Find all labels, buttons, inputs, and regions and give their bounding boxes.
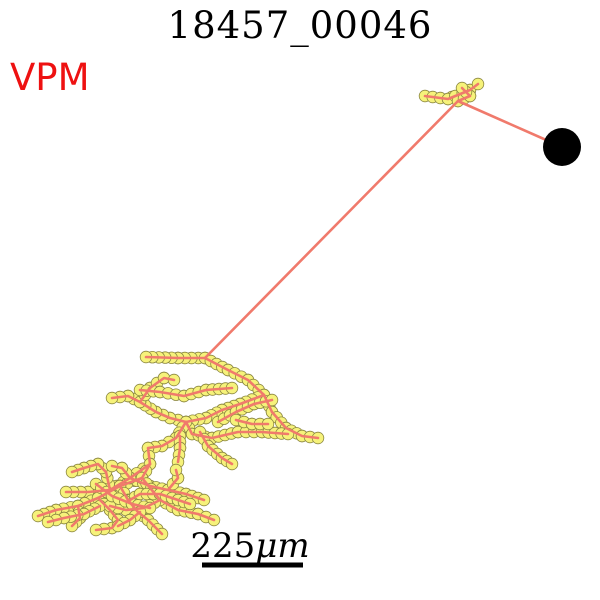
axon-branch [234,418,270,426]
axon-branch [144,355,207,360]
axon-branch [270,410,320,440]
axon-branch [198,430,234,466]
axon-branch [46,504,102,524]
axon-branch [116,510,142,528]
soma-marker [543,128,581,166]
axon-branch [176,434,182,464]
scale-bar-unit: μm [255,526,310,566]
axon-branch [184,393,266,424]
axon-branch [140,476,216,522]
axon-branch [203,99,564,360]
axon-branch [216,398,274,424]
axon-branch [166,468,180,492]
axon-branch [138,386,234,398]
figure-title: 18457_00046 [167,4,433,47]
axon-nodes [31,77,485,541]
axon-branch [108,498,162,512]
axon-branch [423,82,480,101]
axon-skeleton [36,82,564,536]
axon-branch [128,492,192,506]
scale-bar-value: 225 [190,526,256,566]
axon-branch [70,504,82,528]
axon-branch [94,482,152,510]
axon-branch [110,394,188,424]
scale-bar-label: 225μm [180,526,320,566]
axon-branch [138,376,176,404]
axon-branch [184,420,290,440]
axon-branch [146,420,188,466]
axon-branch [456,86,472,103]
axon-branch [94,496,120,532]
axon-branch [70,462,112,492]
region-label: VPM [10,56,90,99]
axon-branch [110,464,132,480]
